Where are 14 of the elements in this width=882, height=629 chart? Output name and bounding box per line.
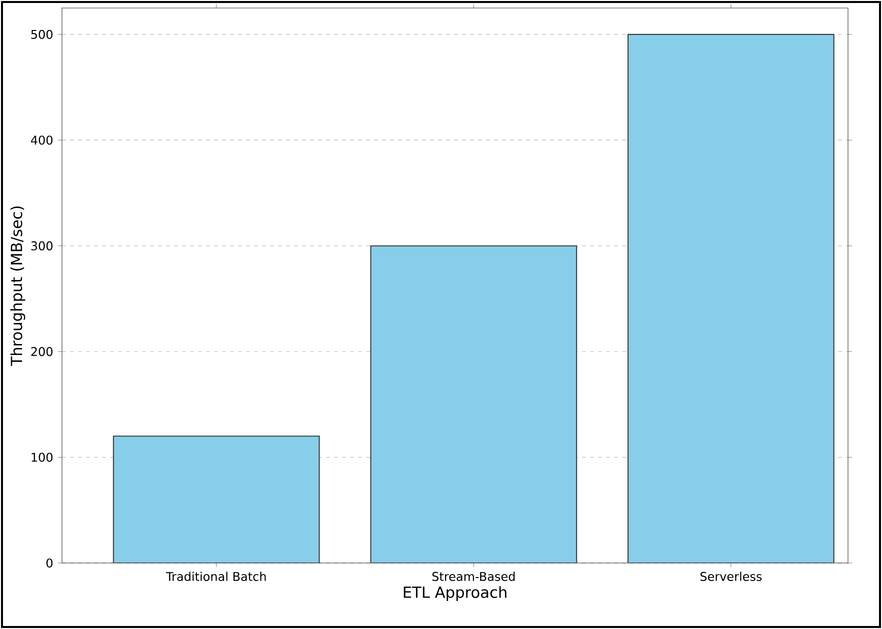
y-tick-label: 400 <box>30 136 52 145</box>
x-tick-label: Stream-Based <box>432 572 515 581</box>
x-axis-title: ETL Approach <box>404 586 506 601</box>
bar <box>370 245 578 563</box>
x-tick-label: Serverless <box>700 572 762 581</box>
bar <box>627 34 834 563</box>
y-axis-title: Throughput (MB/sec) <box>10 206 26 366</box>
y-tick-label: 200 <box>31 347 52 356</box>
y-tick-label: 100 <box>32 452 52 462</box>
y-tick-label: 300 <box>31 241 52 250</box>
x-tick-label: Traditional Batch <box>166 572 266 581</box>
y-tick-label: 500 <box>31 30 52 39</box>
y-tick-label: 0 <box>46 558 52 568</box>
bar <box>112 436 320 563</box>
